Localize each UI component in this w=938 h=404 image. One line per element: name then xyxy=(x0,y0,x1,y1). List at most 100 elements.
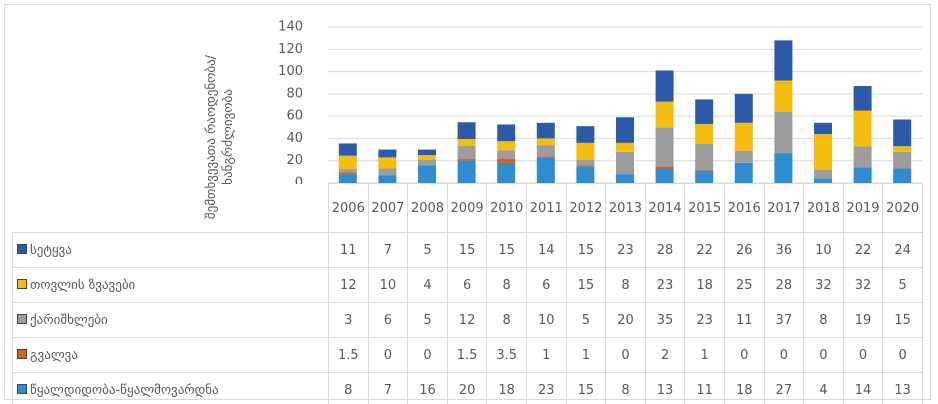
bar-segment xyxy=(695,144,714,170)
x-tick-label: 2007 xyxy=(367,183,409,233)
bar-segment xyxy=(893,151,912,169)
table-value: 20 xyxy=(446,372,488,404)
table-value: 0 xyxy=(882,337,923,373)
bar-segment xyxy=(536,157,555,183)
table-value: 6 xyxy=(367,302,409,338)
legend-cell: წყალდიდობა-წყალმოვარდნა xyxy=(12,372,329,404)
table-value: 0 xyxy=(407,337,448,373)
table-value: 8 xyxy=(605,267,646,303)
x-tick-label: 2008 xyxy=(407,183,448,233)
table-value: 13 xyxy=(882,372,923,404)
table-value: 28 xyxy=(644,232,686,268)
legend-label: ქარიშხლები xyxy=(30,312,108,328)
legend-cell: თოვლის ზვავები xyxy=(12,267,329,303)
table-value: 0 xyxy=(763,337,805,373)
table-value: 4 xyxy=(803,372,844,404)
table-value: 28 xyxy=(763,267,805,303)
bar-segment xyxy=(814,133,832,170)
table-value: 5 xyxy=(407,232,448,268)
table-value: 10 xyxy=(525,302,567,338)
bar-segment xyxy=(418,149,436,156)
table-value: 3.5 xyxy=(486,337,527,373)
table-value: 15 xyxy=(565,232,607,268)
bar-segment xyxy=(893,146,912,152)
bar-segment xyxy=(893,119,912,147)
table-value: 8 xyxy=(605,372,646,404)
bar-segment xyxy=(774,152,793,183)
table-row: თოვლის ზვავები 12 10 4 6 8 6 15 8 23 18 25 28 32 32 5 xyxy=(12,267,923,303)
table-value: 8 xyxy=(486,302,527,338)
bar-segment xyxy=(457,160,476,183)
bar-segment xyxy=(497,141,516,151)
table-value: 20 xyxy=(605,302,646,338)
table-value: 1 xyxy=(684,337,725,373)
x-tick-label: 2015 xyxy=(684,183,725,233)
x-tick-label: 2011 xyxy=(525,183,567,233)
table-value: 32 xyxy=(842,267,884,303)
table-value: 32 xyxy=(803,267,844,303)
table-value: 6 xyxy=(446,267,488,303)
bar-segment xyxy=(893,168,912,183)
table-value: 10 xyxy=(803,232,844,268)
y-tick-label: 100 xyxy=(278,64,303,79)
x-tick-label: 2018 xyxy=(803,183,844,233)
table-value: 15 xyxy=(486,232,527,268)
legend-swatch xyxy=(17,348,27,359)
bar-segment xyxy=(378,149,397,158)
bar-segment xyxy=(497,162,516,183)
blank-cell xyxy=(13,184,329,233)
table-value: 15 xyxy=(565,267,607,303)
bar-segment xyxy=(338,169,357,173)
bar-segment xyxy=(655,101,674,128)
bar-segment xyxy=(774,40,793,81)
table-value: 3 xyxy=(328,302,369,338)
table-value: 5 xyxy=(882,267,923,303)
table-value: 6 xyxy=(525,267,567,303)
table-value: 22 xyxy=(684,232,725,268)
x-tick-label: 2014 xyxy=(644,183,686,233)
table-value: 11 xyxy=(684,372,725,404)
bar-segment xyxy=(616,174,634,183)
table-value: 5 xyxy=(565,302,607,338)
bar-segment xyxy=(576,142,595,160)
table-value: 26 xyxy=(723,232,765,268)
table-value: 16 xyxy=(407,372,448,404)
table-value: 15 xyxy=(882,302,923,338)
x-tick-label: 2016 xyxy=(723,183,765,233)
bar-segment xyxy=(576,166,595,183)
bar-segment xyxy=(497,150,516,160)
y-tick-label: 20 xyxy=(286,153,303,168)
y-tick-label: 120 xyxy=(278,42,303,57)
table-value: 11 xyxy=(723,302,765,338)
table-value: 0 xyxy=(367,337,409,373)
legend-cell: ქარიშხლები xyxy=(12,302,329,338)
header-row: 2006 2007 2008 2009 2010 2011 2012 2013 2014 2015… xyxy=(13,183,923,233)
legend-swatch xyxy=(17,313,27,324)
table-value: 19 xyxy=(842,302,884,338)
bar-segment xyxy=(853,146,872,168)
table-value: 11 xyxy=(328,232,369,268)
x-tick-label: 2006 xyxy=(328,183,369,233)
bar-segment xyxy=(616,142,634,152)
table-value: 2 xyxy=(644,337,686,373)
table-value: 27 xyxy=(763,372,805,404)
y-tick-label: 0 xyxy=(295,176,303,185)
x-tick-label: 2010 xyxy=(486,183,527,233)
table-value: 18 xyxy=(684,267,725,303)
table-value: 22 xyxy=(842,232,884,268)
legend-swatch xyxy=(17,383,27,394)
table-value: 12 xyxy=(328,267,369,303)
bar-segment xyxy=(853,110,872,147)
bar-segment xyxy=(576,159,595,166)
bar-segment xyxy=(536,138,555,146)
x-tick-label: 2013 xyxy=(605,183,646,233)
bar-segment xyxy=(814,169,832,179)
bar-segment xyxy=(616,151,634,175)
table-value: 10 xyxy=(367,267,409,303)
bar-segment xyxy=(338,155,357,170)
y-tick-label: 40 xyxy=(286,131,303,146)
bar-segment xyxy=(774,111,793,153)
table-row: წყალდიდობა-წყალმოვარდნა 8 7 16 20 18 23 15 8 13 11… xyxy=(12,372,923,404)
data-table: 2006 2007 2008 2009 2010 2011 2012 2013 2014 2015… xyxy=(12,183,923,404)
table-value: 7 xyxy=(367,232,409,268)
